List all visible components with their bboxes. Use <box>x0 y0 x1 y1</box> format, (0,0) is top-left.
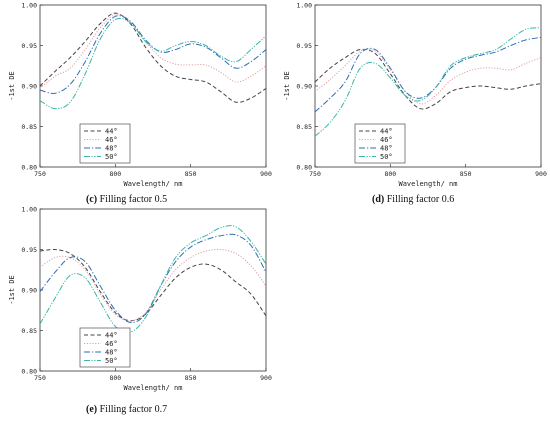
y-tick-label: 0.80 <box>21 163 37 171</box>
series-line <box>39 14 267 89</box>
legend-label: 50° <box>105 357 118 365</box>
series-line <box>39 15 267 94</box>
series-line <box>314 48 542 110</box>
legend-label: 50° <box>105 153 118 161</box>
legend-label: 48° <box>380 144 393 152</box>
legend-label: 46° <box>380 136 393 144</box>
caption-text: Filling factor 0.5 <box>99 194 168 205</box>
x-tick-label: 800 <box>109 170 121 178</box>
y-tick-label: 0.90 <box>296 82 312 90</box>
y-tick-label: 1.00 <box>296 1 312 9</box>
series-line <box>314 27 542 137</box>
x-tick-label: 900 <box>260 374 272 382</box>
y-tick-label: 1.00 <box>21 1 37 9</box>
x-tick-label: 750 <box>34 170 46 178</box>
y-tick-label: 0.95 <box>21 42 37 50</box>
x-tick-label: 900 <box>260 170 272 178</box>
legend-label: 48° <box>105 348 118 356</box>
plot-frame <box>314 4 542 168</box>
series-line <box>39 12 267 103</box>
legend-label: 44° <box>380 127 393 135</box>
legend-label: 50° <box>380 153 393 161</box>
x-axis-label: Wavelength/ nm <box>123 180 182 188</box>
x-tick-label: 800 <box>384 170 396 178</box>
caption-text: Filling factor 0.6 <box>386 194 455 205</box>
legend-label: 44° <box>105 331 118 339</box>
y-tick-label: 0.85 <box>21 327 37 335</box>
legend-label: 44° <box>105 127 118 135</box>
series-line <box>314 48 542 105</box>
series-line <box>39 248 267 322</box>
caption-panel-e: (e) Filling factor 0.7 <box>86 404 167 415</box>
x-tick-label: 850 <box>460 170 472 178</box>
chart-panel-d: 750 800 850 900 0.80 0.85 0.90 0.95 1.00 Waveleng… <box>283 1 547 188</box>
y-tick-label: 0.95 <box>296 42 312 50</box>
y-tick-label: 0.90 <box>21 82 37 90</box>
y-tick-label: 1.00 <box>21 205 37 213</box>
series-line <box>39 233 267 323</box>
legend-label: 46° <box>105 340 118 348</box>
x-tick-label: 750 <box>309 170 321 178</box>
chart-panel-c: 750 800 850 900 0.80 0.85 0.90 0.95 1.00 Waveleng… <box>8 1 272 188</box>
series-line <box>39 17 267 110</box>
x-tick-label: 850 <box>185 374 197 382</box>
x-tick-label: 900 <box>535 170 547 178</box>
x-axis-label: Wavelength/ nm <box>123 384 182 392</box>
legend-label: 46° <box>105 136 118 144</box>
caption-panel-d: (d) Filling factor 0.6 <box>372 194 454 205</box>
y-axis-label: -1st DE <box>8 71 16 101</box>
caption-panel-c: (c) Filling factor 0.5 <box>86 194 167 205</box>
y-tick-label: 0.80 <box>21 367 37 375</box>
x-tick-label: 850 <box>185 170 197 178</box>
y-tick-label: 0.85 <box>21 123 37 131</box>
caption-letter: (e) <box>86 404 98 415</box>
series-line <box>314 36 542 113</box>
series-line <box>39 225 267 334</box>
y-tick-label: 0.95 <box>21 246 37 254</box>
y-axis-label: -1st DE <box>283 71 291 101</box>
y-axis-label: -1st DE <box>8 275 16 305</box>
y-tick-label: 0.90 <box>21 286 37 294</box>
plot-frame <box>39 4 267 168</box>
legend-label: 48° <box>105 144 118 152</box>
y-tick-label: 0.85 <box>296 123 312 131</box>
caption-text: Filling factor 0.7 <box>99 404 168 415</box>
x-tick-label: 750 <box>34 374 46 382</box>
caption-letter: (c) <box>86 194 98 205</box>
series-line <box>39 248 267 322</box>
y-tick-label: 0.80 <box>296 163 312 171</box>
x-tick-label: 800 <box>109 374 121 382</box>
plot-frame <box>39 208 267 372</box>
x-axis-label: Wavelength/ nm <box>398 180 457 188</box>
chart-panel-e: 750 800 850 900 0.80 0.85 0.90 0.95 1.00 Waveleng… <box>8 205 272 392</box>
caption-letter: (d) <box>372 194 385 205</box>
